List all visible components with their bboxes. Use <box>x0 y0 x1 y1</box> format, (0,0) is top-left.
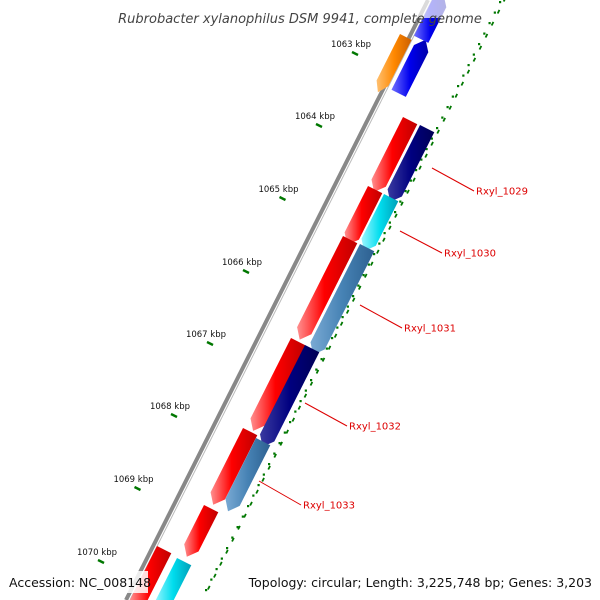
gene-label: Rxyl_1030 <box>444 249 496 260</box>
gene-leader-line <box>359 304 403 329</box>
tick-label: 1067 kbp <box>186 330 226 340</box>
gene-rxyl-1031 <box>310 244 375 355</box>
gene-red-3 <box>297 236 358 340</box>
gene-label-group: Rxyl_1029 Rxyl_1030 Rxyl_1031 Rxyl_1032 Rxyl… <box>258 167 528 512</box>
gene-leader-line <box>399 230 443 254</box>
kbp-tick-scale <box>97 1 502 592</box>
gene-label: Rxyl_1031 <box>404 324 456 335</box>
tick-label: 1066 kbp <box>222 258 262 268</box>
tick-label: 1065 kbp <box>258 185 298 195</box>
tick-label: 1069 kbp <box>113 475 153 485</box>
gene-rxyl-1030 <box>361 194 399 252</box>
gene-label: Rxyl_1029 <box>476 187 528 198</box>
gene-orange <box>376 34 412 93</box>
gene-red-2 <box>344 186 383 245</box>
tick-label-group: 1063 kbp 1064 kbp 1065 kbp 1066 kbp 1067 kbp… <box>77 40 371 558</box>
tick-label: 1068 kbp <box>150 402 190 412</box>
gene-label: Rxyl_1032 <box>349 422 401 433</box>
gene-track <box>130 0 452 600</box>
tick-label: 1064 kbp <box>295 112 335 122</box>
gene-blue-1 <box>391 39 429 97</box>
gene-leader-line <box>258 480 302 506</box>
tick-label: 1070 kbp <box>77 548 117 558</box>
gene-cyan-bottom <box>155 558 192 600</box>
gene-red-1 <box>371 117 418 192</box>
gene-red-4 <box>250 338 306 431</box>
gene-label: Rxyl_1033 <box>303 501 355 512</box>
tick-label: 1063 kbp <box>331 40 371 50</box>
footer: Accession: NC_008148 Topology: circular;… <box>0 571 600 593</box>
gene-leader-line <box>304 402 348 427</box>
map-title: Rubrobacter xylanophilus DSM 9941, compl… <box>118 12 482 27</box>
gene-rxyl-1032 <box>260 345 320 447</box>
gene-leader-line <box>431 167 475 192</box>
topology-text: Topology: circular; Length: 3,225,748 bp… <box>248 575 592 590</box>
genome-backbone <box>124 0 433 600</box>
inner-dotted-ring <box>207 0 507 590</box>
accession-text: Accession: NC_008148 <box>9 575 151 590</box>
title-backdrop <box>404 0 452 18</box>
gene-rxyl-1029 <box>387 125 435 202</box>
gene-red-5 <box>210 428 258 505</box>
gene-rxyl-1033 <box>225 438 271 512</box>
gene-red-6 <box>184 505 219 557</box>
